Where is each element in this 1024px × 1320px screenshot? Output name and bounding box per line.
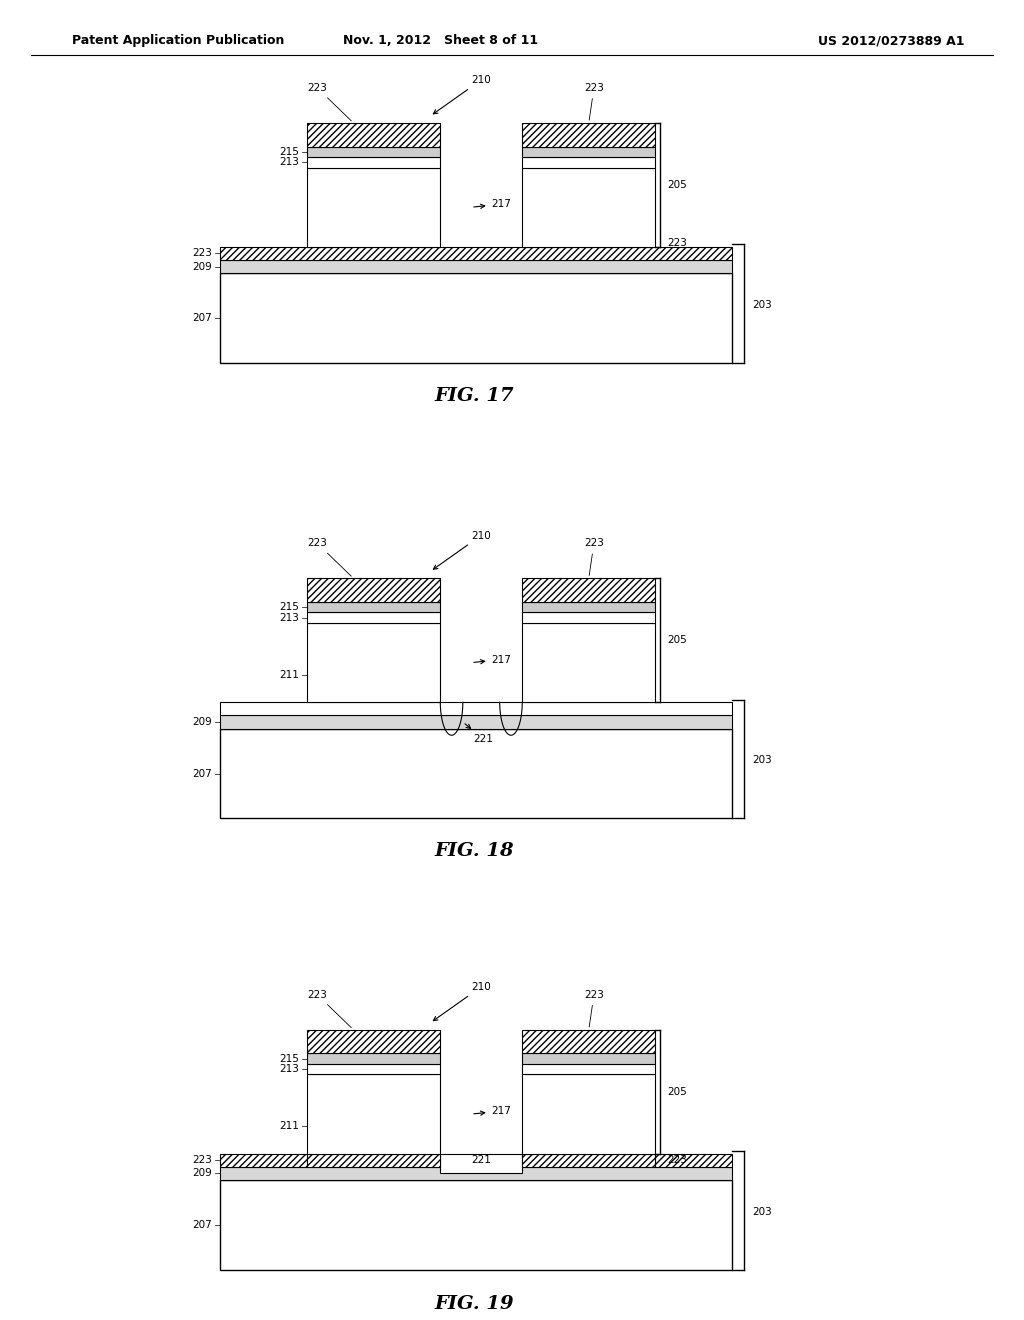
- Bar: [220, 260, 732, 273]
- Bar: [307, 578, 440, 602]
- Bar: [522, 578, 655, 602]
- Bar: [220, 729, 732, 818]
- Text: 209: 209: [193, 261, 212, 272]
- Text: 217: 217: [474, 655, 511, 665]
- Bar: [220, 273, 732, 363]
- Bar: [220, 715, 732, 729]
- Text: 223: 223: [307, 83, 351, 121]
- Bar: [307, 123, 440, 147]
- Text: 203: 203: [753, 1206, 772, 1217]
- Bar: [522, 1053, 655, 1064]
- Text: 223: 223: [307, 539, 351, 577]
- Bar: [522, 147, 655, 157]
- Bar: [220, 1180, 732, 1270]
- Text: 203: 203: [753, 755, 772, 766]
- Text: 217: 217: [474, 1106, 511, 1117]
- Text: Nov. 1, 2012   Sheet 8 of 11: Nov. 1, 2012 Sheet 8 of 11: [343, 34, 538, 48]
- Bar: [220, 247, 732, 260]
- Text: 211: 211: [280, 1121, 299, 1131]
- Text: 210: 210: [433, 982, 490, 1020]
- Bar: [522, 168, 655, 247]
- Text: 223: 223: [193, 248, 212, 259]
- Text: 210: 210: [433, 531, 490, 569]
- Bar: [522, 602, 655, 612]
- Bar: [440, 1154, 522, 1173]
- Text: 213: 213: [280, 1064, 299, 1074]
- Text: 213: 213: [280, 157, 299, 168]
- Bar: [220, 1154, 307, 1167]
- Bar: [307, 157, 440, 168]
- Bar: [655, 1154, 732, 1167]
- Text: 223: 223: [584, 539, 604, 576]
- Text: 223: 223: [668, 238, 687, 248]
- Text: FIG. 18: FIG. 18: [434, 842, 514, 861]
- Bar: [307, 147, 440, 157]
- Text: 213: 213: [280, 612, 299, 623]
- Text: 205: 205: [668, 180, 687, 190]
- Text: 221: 221: [471, 1155, 492, 1166]
- Text: 223: 223: [193, 1155, 212, 1166]
- Bar: [307, 1053, 440, 1064]
- Text: 209: 209: [193, 717, 212, 727]
- Text: 215: 215: [280, 147, 299, 157]
- Text: 210: 210: [433, 75, 490, 114]
- Text: 223: 223: [307, 990, 351, 1028]
- Bar: [522, 1154, 655, 1167]
- Text: 209: 209: [193, 1168, 212, 1179]
- Bar: [522, 1074, 655, 1154]
- Bar: [220, 1167, 732, 1180]
- Bar: [522, 612, 655, 623]
- Bar: [307, 1074, 440, 1154]
- Bar: [307, 602, 440, 612]
- Bar: [307, 1030, 440, 1053]
- Text: 207: 207: [193, 1220, 212, 1230]
- Text: 207: 207: [193, 313, 212, 323]
- Bar: [307, 1064, 440, 1074]
- Text: 205: 205: [668, 635, 687, 645]
- Text: 215: 215: [280, 602, 299, 612]
- Bar: [522, 623, 655, 702]
- Text: 223: 223: [584, 83, 604, 120]
- Bar: [522, 157, 655, 168]
- Bar: [307, 168, 440, 247]
- Bar: [522, 1030, 655, 1053]
- Text: 203: 203: [753, 300, 772, 310]
- Text: 223: 223: [584, 990, 604, 1027]
- Text: 205: 205: [668, 1086, 687, 1097]
- Text: 217: 217: [474, 199, 511, 210]
- Bar: [522, 123, 655, 147]
- Text: FIG. 17: FIG. 17: [434, 387, 514, 405]
- Bar: [307, 612, 440, 623]
- Bar: [307, 623, 440, 702]
- Bar: [307, 1154, 440, 1167]
- Bar: [522, 1064, 655, 1074]
- Text: Patent Application Publication: Patent Application Publication: [72, 34, 284, 48]
- Text: 223: 223: [668, 1155, 687, 1166]
- Text: 215: 215: [280, 1053, 299, 1064]
- Text: FIG. 19: FIG. 19: [434, 1295, 514, 1313]
- Text: 211: 211: [280, 669, 299, 680]
- Text: 221: 221: [465, 723, 493, 744]
- Text: US 2012/0273889 A1: US 2012/0273889 A1: [817, 34, 965, 48]
- Text: 207: 207: [193, 768, 212, 779]
- Bar: [220, 702, 732, 715]
